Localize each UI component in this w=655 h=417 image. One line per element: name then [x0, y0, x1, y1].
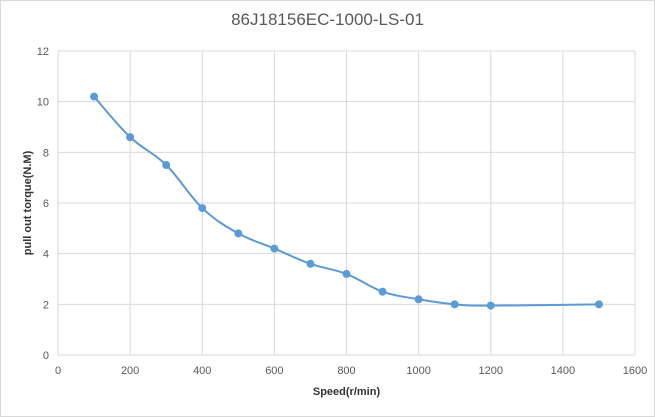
data-point [90, 92, 99, 101]
x-tick-label: 1200 [479, 365, 503, 377]
data-point [414, 295, 423, 304]
data-point [306, 259, 315, 268]
data-point [198, 204, 207, 213]
x-tick-label: 1600 [623, 365, 647, 377]
data-point [486, 301, 495, 310]
x-axis-title: Speed(r/min) [313, 386, 381, 398]
y-tick-label: 12 [37, 46, 49, 58]
y-tick-label: 2 [43, 299, 49, 311]
data-point [378, 287, 387, 296]
x-tick-label: 600 [265, 365, 283, 377]
x-tick-label: 400 [193, 365, 211, 377]
y-axis-ticks: 0 2 4 6 8 10 12 [37, 46, 49, 362]
x-tick-label: 0 [55, 365, 61, 377]
data-point [126, 133, 135, 142]
data-points [90, 92, 603, 310]
data-point [450, 300, 459, 309]
data-point [234, 229, 243, 238]
data-point [270, 244, 279, 253]
data-point [162, 161, 171, 169]
x-tick-label: 1400 [551, 365, 575, 377]
y-axis-title: pull out torque(N.M) [22, 150, 34, 255]
x-tick-label: 1000 [406, 365, 430, 377]
x-tick-label: 800 [337, 365, 355, 377]
chart-title: 86J18156EC-1000-LS-01 [231, 10, 424, 29]
data-point [594, 300, 603, 309]
x-axis-ticks: 0 200 400 600 800 1000 1200 1400 1600 [55, 365, 647, 377]
x-tick-label: 200 [121, 365, 139, 377]
y-tick-label: 0 [43, 350, 49, 362]
y-tick-label: 10 [37, 97, 49, 109]
data-point [342, 269, 351, 278]
gridlines [57, 50, 636, 356]
y-tick-label: 8 [43, 147, 49, 159]
y-tick-label: 4 [43, 249, 49, 261]
y-tick-label: 6 [43, 198, 49, 210]
